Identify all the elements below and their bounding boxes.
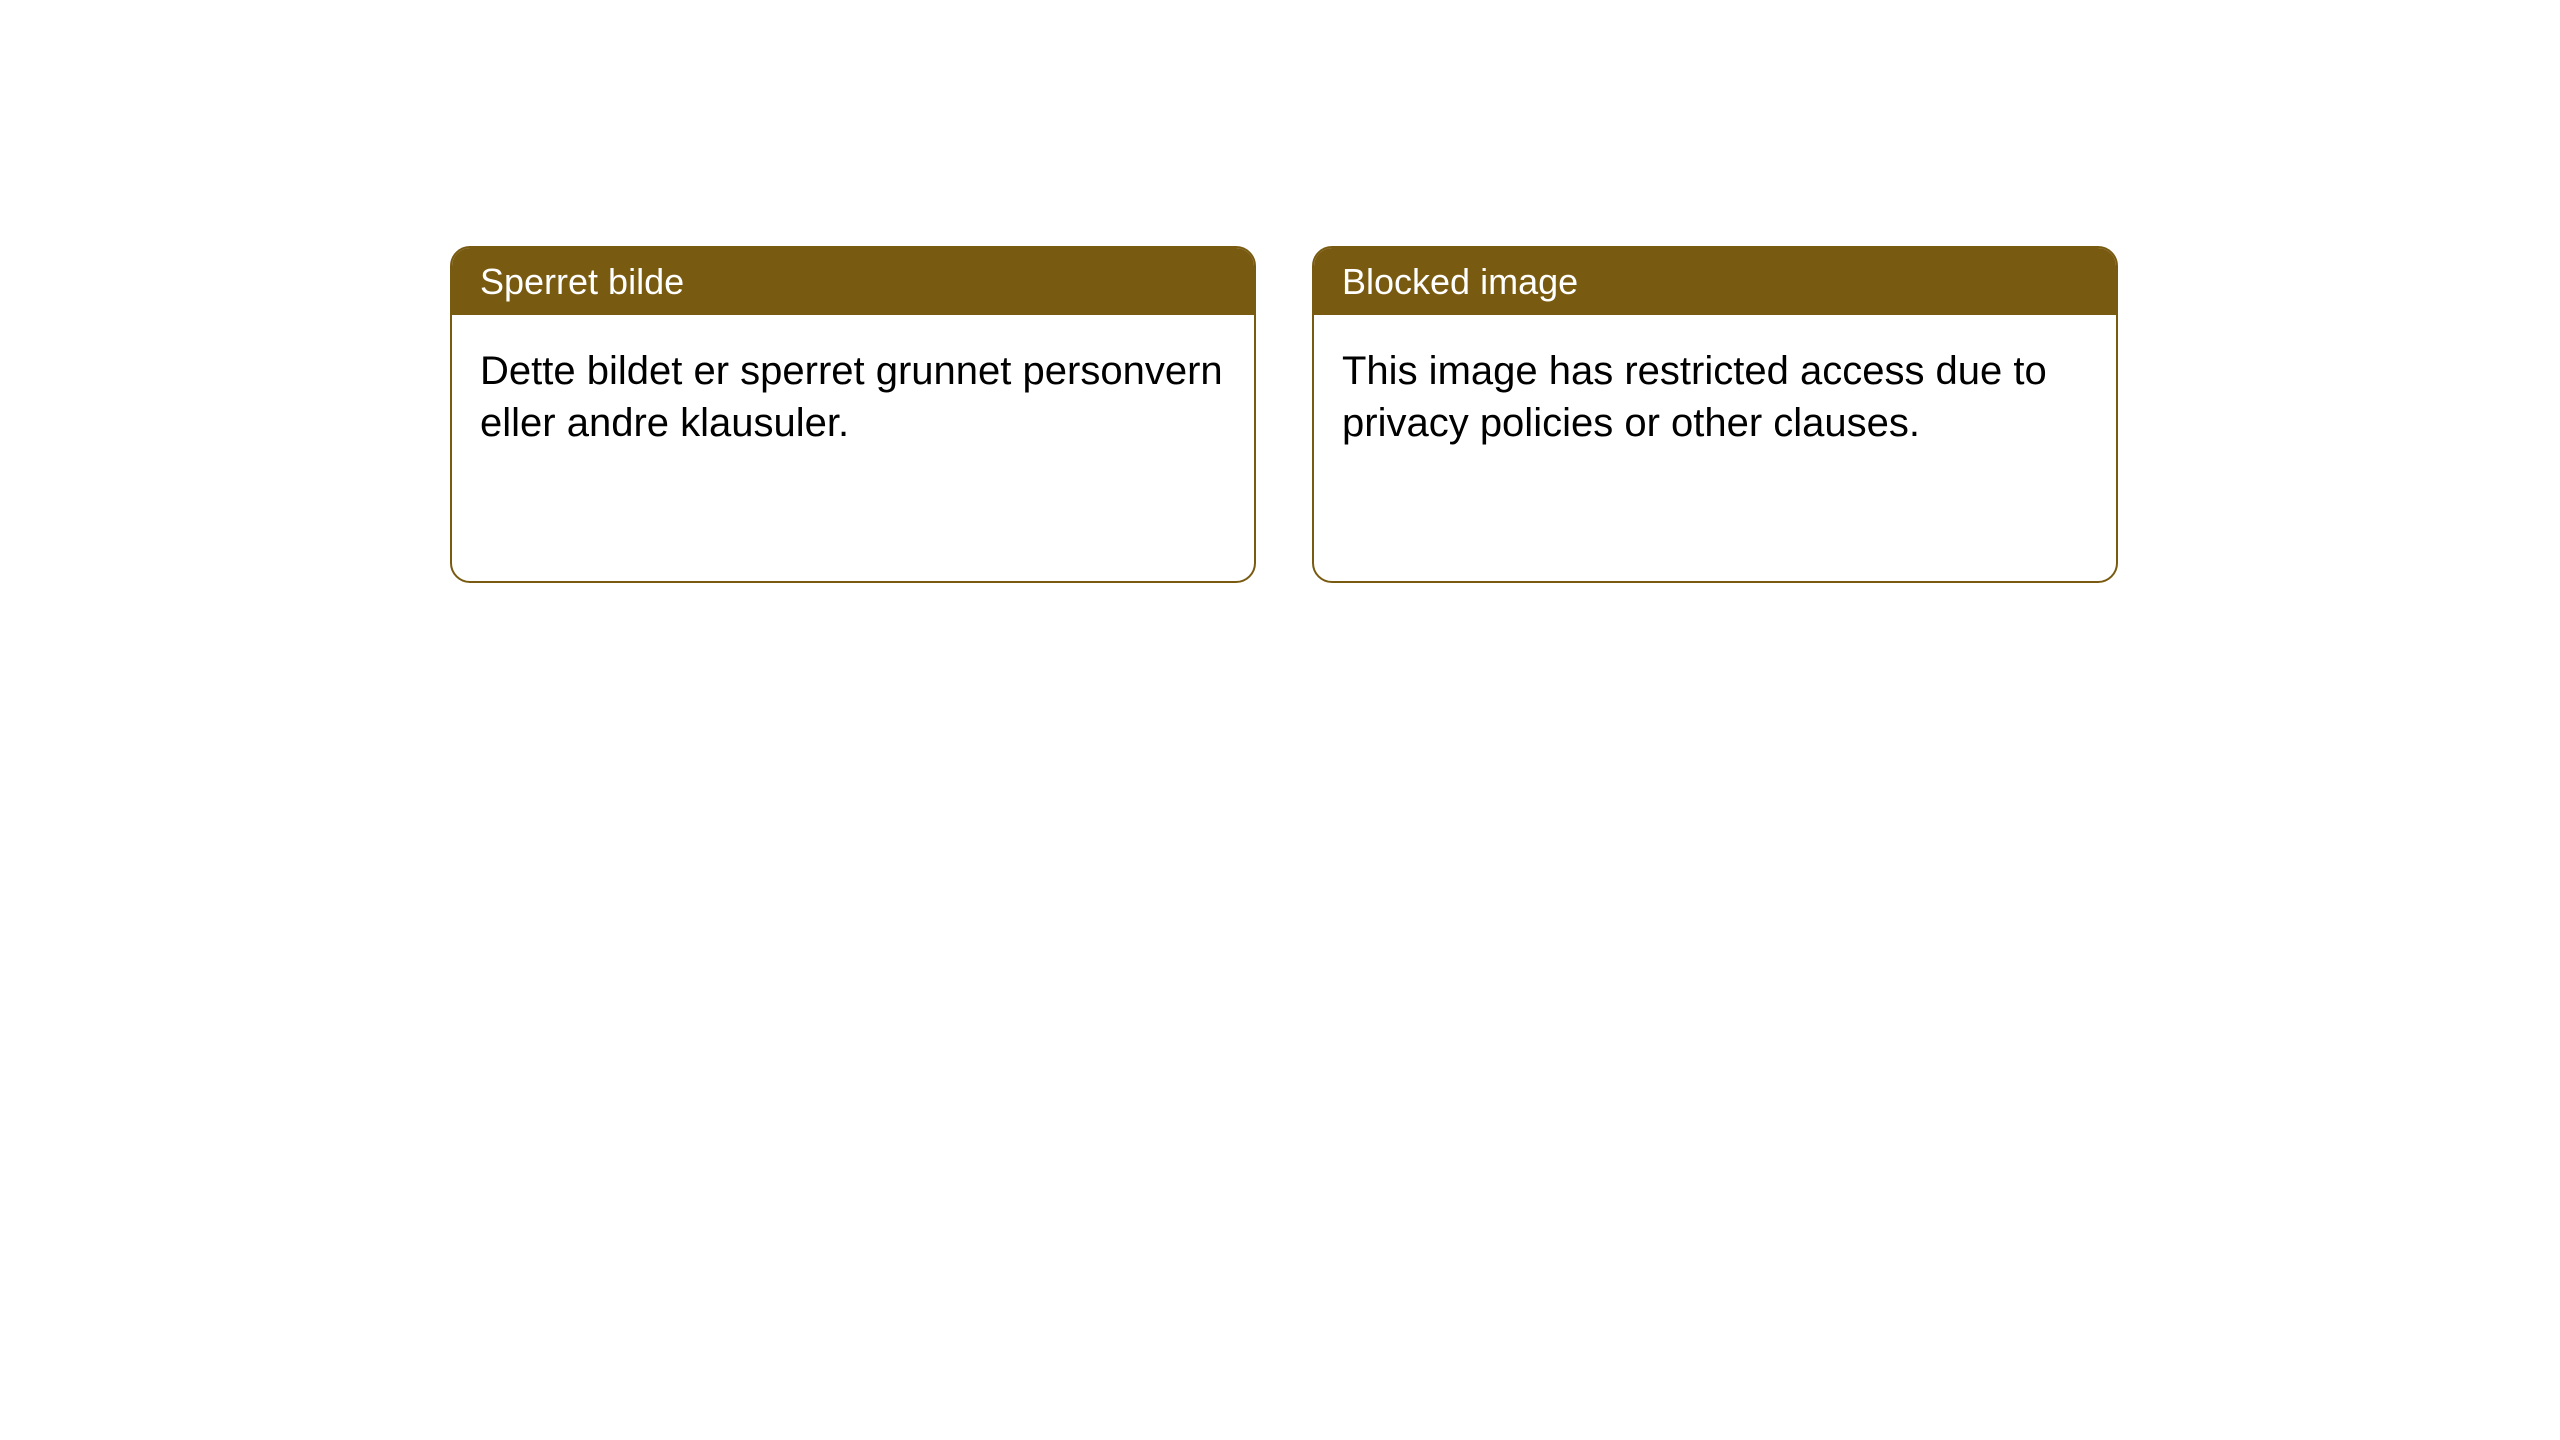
card-body: This image has restricted access due to … (1314, 315, 2116, 479)
card-body-text: This image has restricted access due to … (1342, 349, 2047, 445)
blocked-image-card-no: Sperret bilde Dette bildet er sperret gr… (450, 246, 1256, 583)
card-header: Blocked image (1314, 248, 2116, 315)
card-header: Sperret bilde (452, 248, 1254, 315)
card-body: Dette bildet er sperret grunnet personve… (452, 315, 1254, 479)
cards-container: Sperret bilde Dette bildet er sperret gr… (450, 246, 2118, 583)
blocked-image-card-en: Blocked image This image has restricted … (1312, 246, 2118, 583)
card-title: Blocked image (1342, 261, 1578, 302)
card-title: Sperret bilde (480, 261, 684, 302)
card-body-text: Dette bildet er sperret grunnet personve… (480, 349, 1223, 445)
